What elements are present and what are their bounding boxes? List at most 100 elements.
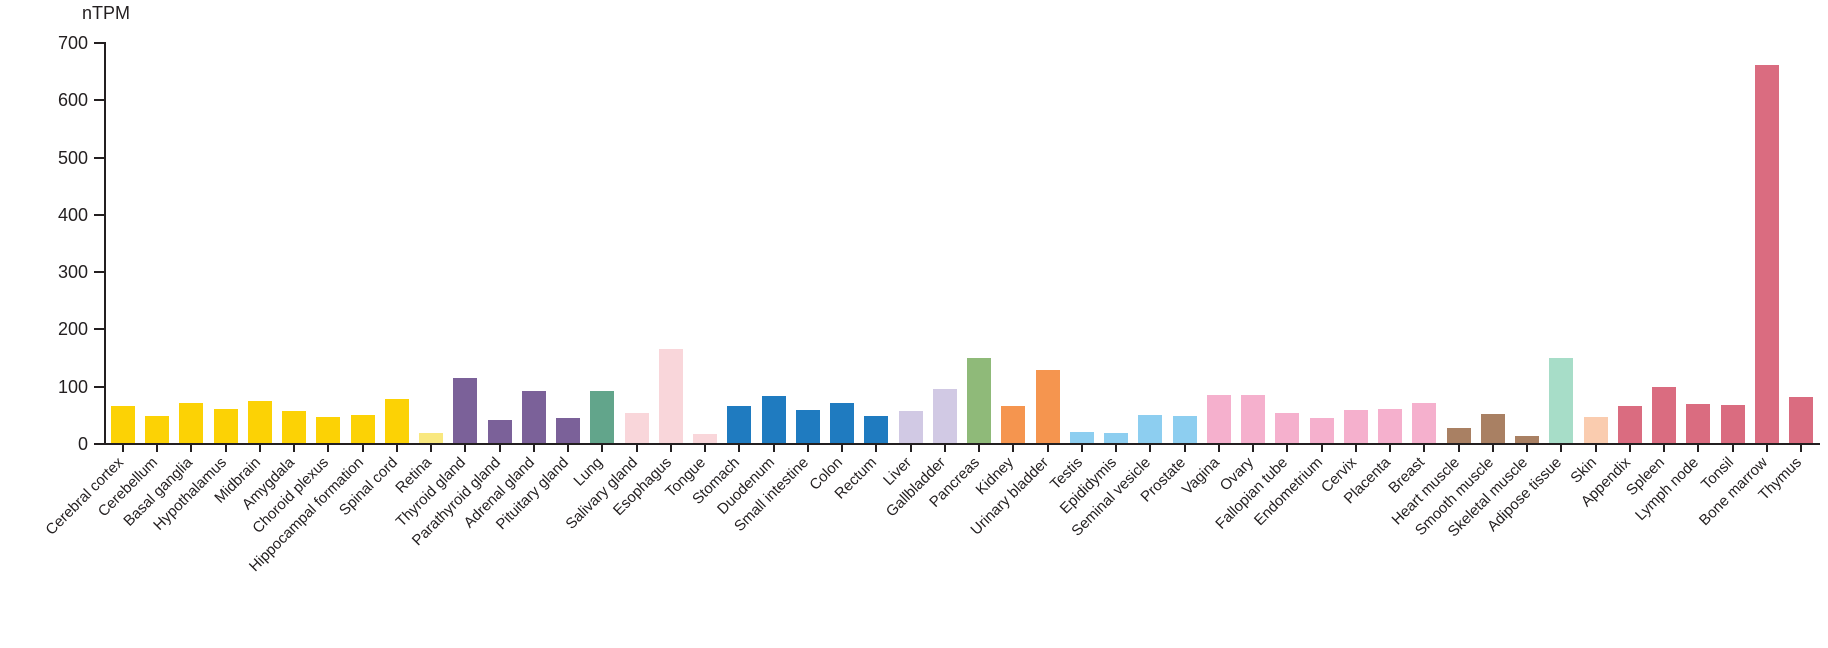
bar-spinal-cord[interactable] — [384, 398, 409, 443]
x-axis-line — [95, 443, 1820, 445]
y-tick-label-400: 400 — [57, 204, 88, 225]
bar-lung[interactable] — [590, 390, 615, 443]
bar-hippocampal-formation[interactable] — [350, 414, 375, 443]
bar-cerebral-cortex[interactable] — [111, 405, 135, 443]
bar-tonsil[interactable] — [1720, 405, 1745, 443]
bar-smooth-muscle[interactable] — [1480, 414, 1505, 443]
bar-fallopian-tube[interactable] — [1275, 413, 1300, 443]
bar-prostate[interactable] — [1172, 415, 1197, 443]
bar-hypothalamus[interactable] — [213, 408, 238, 443]
x-tick-mark-thyroid-gland — [464, 443, 467, 452]
x-tick-mark-bone-marrow — [1765, 443, 1768, 452]
x-tick-mark-cervix — [1354, 443, 1357, 452]
x-tick-mark-seminal-vesicle — [1149, 443, 1152, 452]
x-tick-mark-midbrain — [258, 443, 261, 452]
x-tick-mark-amygdala — [293, 443, 296, 452]
x-tick-mark-smooth-muscle — [1491, 443, 1494, 452]
x-tick-mark-thymus — [1800, 443, 1802, 452]
y-tick-label-0: 0 — [77, 434, 88, 454]
bar-thyroid-gland[interactable] — [453, 378, 478, 443]
bar-skeletal-muscle[interactable] — [1515, 435, 1540, 443]
y-tick-label-700: 700 — [57, 33, 88, 53]
x-tick-mark-pituitary-gland — [567, 443, 570, 452]
bar-skin[interactable] — [1583, 416, 1608, 443]
x-tick-mark-tonsil — [1731, 443, 1734, 452]
bar-salivary-gland[interactable] — [624, 412, 649, 443]
bar-stomach[interactable] — [727, 406, 752, 443]
bar-tongue[interactable] — [693, 434, 718, 443]
bar-breast[interactable] — [1412, 402, 1437, 443]
bar-urinary-bladder[interactable] — [1035, 370, 1060, 443]
x-tick-mark-vagina — [1217, 443, 1220, 452]
bar-choroid-plexus[interactable] — [316, 417, 341, 443]
bar-heart-muscle[interactable] — [1446, 428, 1471, 443]
bar-epididymis[interactable] — [1104, 432, 1129, 443]
x-tick-mark-rectum — [875, 443, 878, 452]
bar-vagina[interactable] — [1206, 395, 1231, 443]
y-axis-line — [104, 42, 106, 445]
bar-cervix[interactable] — [1343, 409, 1368, 443]
bar-appendix[interactable] — [1617, 405, 1642, 443]
bar-adrenal-gland[interactable] — [521, 391, 546, 443]
x-tick-mark-colon — [841, 443, 844, 452]
x-tick-mark-skin — [1594, 443, 1597, 452]
bar-retina[interactable] — [419, 433, 444, 443]
x-tick-mark-appendix — [1628, 443, 1631, 452]
x-tick-mark-spleen — [1663, 443, 1666, 452]
x-tick-mark-urinary-bladder — [1046, 443, 1049, 452]
bar-gallbladder[interactable] — [932, 389, 957, 443]
x-tick-mark-fallopian-tube — [1286, 443, 1289, 452]
bar-placenta[interactable] — [1378, 409, 1403, 443]
y-tick-mark-300 — [94, 271, 105, 274]
y-tick-label-500: 500 — [57, 147, 88, 168]
y-tick-mark-200 — [94, 328, 105, 331]
bar-liver[interactable] — [898, 411, 923, 443]
bar-cerebellum[interactable] — [145, 416, 170, 443]
bar-bone-marrow[interactable] — [1754, 64, 1779, 443]
y-tick-label-300: 300 — [57, 262, 88, 283]
bar-spleen[interactable] — [1652, 386, 1677, 443]
x-tick-mark-adrenal-gland — [532, 443, 535, 452]
x-tick-mark-cerebral-cortex — [122, 443, 124, 452]
x-tick-mark-prostate — [1183, 443, 1186, 452]
x-tick-mark-epididymis — [1115, 443, 1118, 452]
y-tick-mark-700 — [94, 42, 105, 44]
x-tick-mark-kidney — [1012, 443, 1015, 452]
bar-lymph-node[interactable] — [1686, 404, 1711, 443]
bar-midbrain[interactable] — [247, 401, 272, 443]
x-tick-mark-liver — [909, 443, 912, 452]
bar-small-intestine[interactable] — [795, 410, 820, 443]
x-tick-mark-small-intestine — [806, 443, 809, 452]
x-tick-mark-heart-muscle — [1457, 443, 1460, 452]
x-tick-mark-duodenum — [772, 443, 775, 452]
x-tick-mark-stomach — [738, 443, 741, 452]
bar-pituitary-gland[interactable] — [556, 417, 581, 443]
x-tick-mark-skeletal-muscle — [1526, 443, 1529, 452]
bar-kidney[interactable] — [1001, 405, 1026, 443]
bar-testis[interactable] — [1069, 431, 1094, 443]
bar-parathyroid-gland[interactable] — [487, 420, 512, 443]
bar-ovary[interactable] — [1241, 395, 1266, 443]
bar-thymus[interactable] — [1789, 397, 1813, 443]
x-tick-mark-ovary — [1252, 443, 1255, 452]
x-tick-mark-choroid-plexus — [327, 443, 330, 452]
x-tick-mark-pancreas — [978, 443, 981, 452]
y-tick-mark-600 — [94, 99, 105, 102]
bar-basal-ganglia[interactable] — [179, 402, 204, 443]
x-tick-mark-placenta — [1389, 443, 1392, 452]
bar-seminal-vesicle[interactable] — [1138, 414, 1163, 443]
y-tick-label-600: 600 — [57, 90, 88, 111]
bar-amygdala[interactable] — [282, 410, 307, 443]
x-tick-mark-cerebellum — [156, 443, 159, 452]
bar-colon[interactable] — [830, 402, 855, 443]
bar-pancreas[interactable] — [967, 357, 992, 443]
bar-duodenum[interactable] — [761, 396, 786, 443]
y-tick-mark-400 — [94, 213, 105, 216]
x-tick-mark-basal-ganglia — [190, 443, 193, 452]
bar-esophagus[interactable] — [658, 349, 683, 443]
bar-endometrium[interactable] — [1309, 418, 1334, 443]
bar-rectum[interactable] — [864, 416, 889, 443]
x-tick-mark-hippocampal-formation — [361, 443, 364, 452]
bar-adipose-tissue[interactable] — [1549, 358, 1574, 443]
x-tick-mark-esophagus — [669, 443, 672, 452]
